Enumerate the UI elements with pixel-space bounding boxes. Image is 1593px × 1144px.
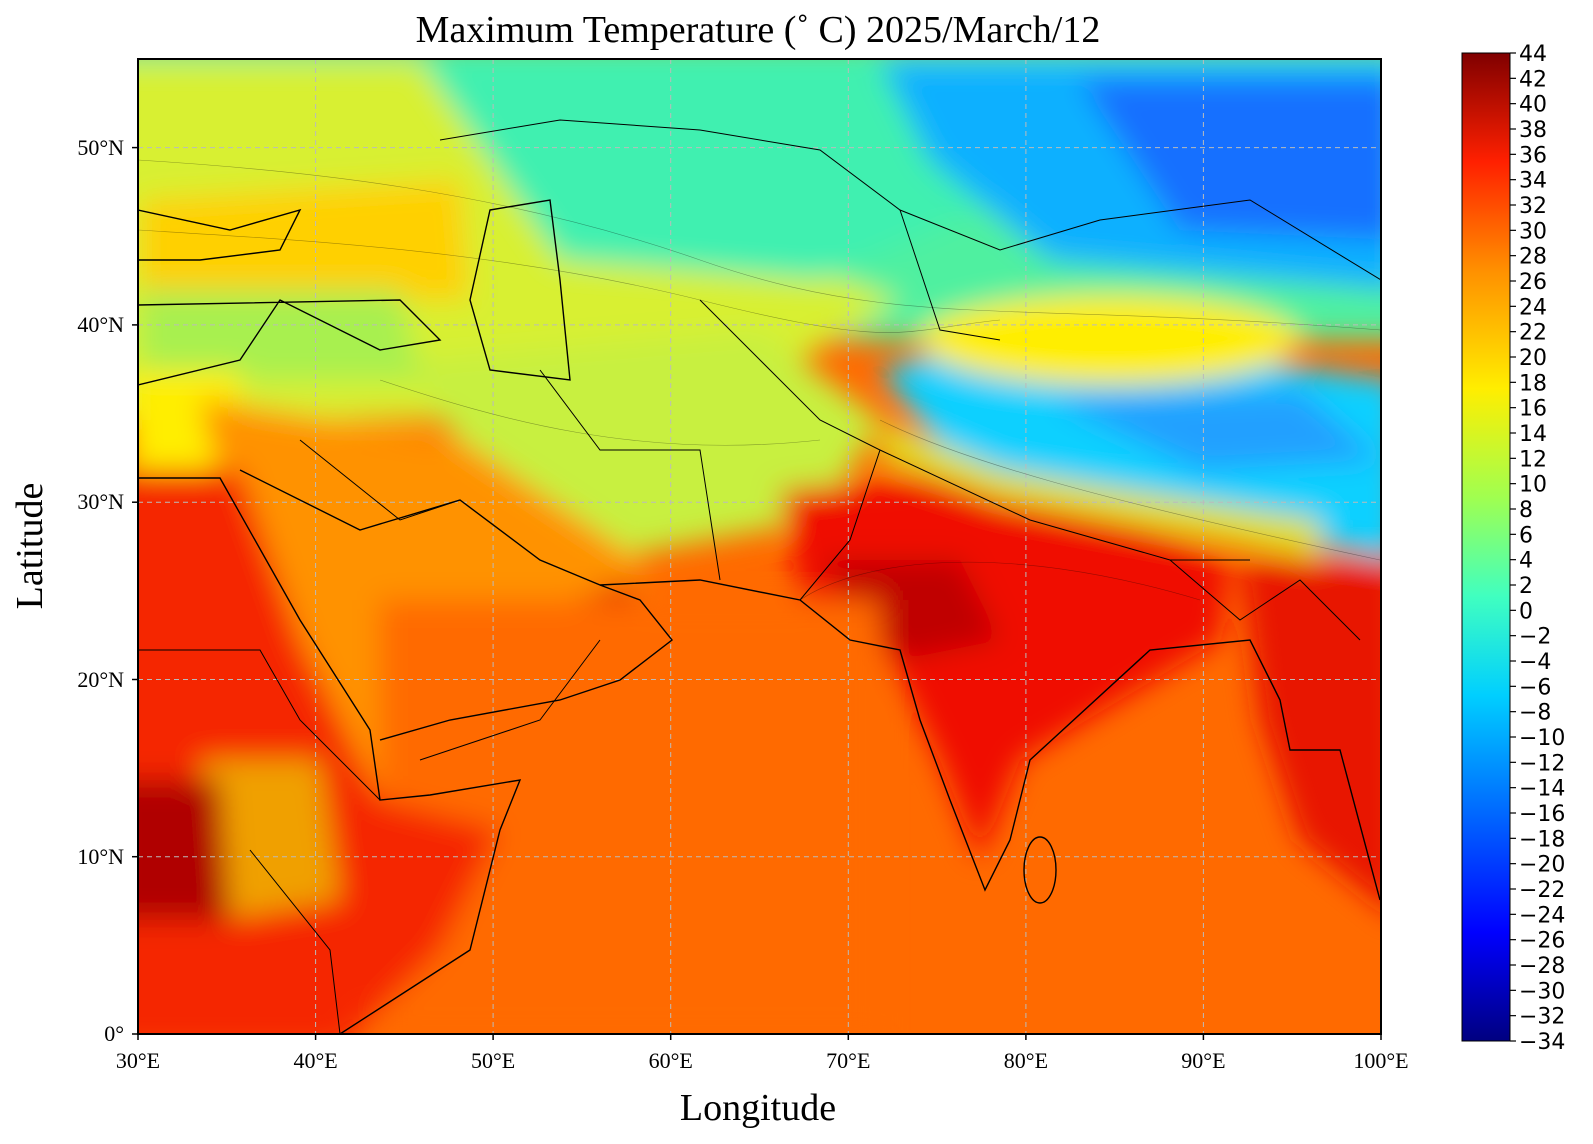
colorbar-tick-label: −30 xyxy=(1519,979,1565,1004)
colorbar-tick-label: 4 xyxy=(1519,549,1533,574)
band-india-core xyxy=(820,560,1000,660)
band-tibet-deep xyxy=(1050,390,1380,470)
colorbar-tick-label: −14 xyxy=(1519,777,1565,802)
colorbar-tick-label: 28 xyxy=(1519,245,1547,270)
map-area xyxy=(138,59,1381,1034)
colorbar-tick-label: 26 xyxy=(1519,270,1547,295)
x-tick-label: 50°E xyxy=(471,1048,515,1073)
x-tick-label: 70°E xyxy=(826,1048,870,1073)
colorbar-tick-label: 20 xyxy=(1519,346,1547,371)
band-deep-cold xyxy=(1080,80,1381,240)
y-tick-label: 50°N xyxy=(77,135,124,160)
colorbar-tick-label: 0 xyxy=(1519,599,1533,624)
y-axis-label: Latitude xyxy=(9,483,51,610)
band-green-kazakh xyxy=(420,60,1000,280)
colorbar-tick-label: 42 xyxy=(1519,67,1547,92)
colorbar-tick-label: 38 xyxy=(1519,118,1547,143)
colorbar-tick-label: −26 xyxy=(1519,929,1565,954)
colorbar-tick-label: −6 xyxy=(1519,675,1551,700)
band-sudan-hot xyxy=(138,780,230,920)
colorbar-tick-label: 44 xyxy=(1519,42,1547,67)
band-cold-tibet xyxy=(880,330,1381,557)
colorbar-tick-label: 18 xyxy=(1519,371,1547,396)
band-ethiopia xyxy=(200,760,340,920)
colorbar-tick-label: −8 xyxy=(1519,701,1551,726)
y-tick-label: 30°N xyxy=(77,489,124,514)
x-axis: 30°E 40°E 50°E 60°E 70°E 80°E 90°E 100°E… xyxy=(116,1034,1409,1129)
x-tick-label: 30°E xyxy=(116,1048,160,1073)
country-borders xyxy=(138,119,1381,1034)
colorbar-tick-label: −32 xyxy=(1519,1005,1565,1030)
colorbar-tick-label: −16 xyxy=(1519,802,1565,827)
colorbar-ticks: 4442403836343230282624222018161412108642… xyxy=(1510,42,1565,1055)
band-himalaya-foot xyxy=(880,420,1320,560)
y-tick-label: 0° xyxy=(104,1021,124,1046)
x-tick-label: 100°E xyxy=(1353,1048,1408,1073)
colorbar-tick-label: 12 xyxy=(1519,447,1547,472)
colorbar-tick-label: −22 xyxy=(1519,878,1565,903)
y-axis: 0° 10°N 20°N 30°N 40°N 50°N Latitude xyxy=(9,135,138,1046)
coastlines xyxy=(138,199,1381,1034)
colorbar-tick-label: −34 xyxy=(1519,1030,1565,1055)
colorbar-tick-label: −10 xyxy=(1519,726,1565,751)
y-tick-label: 40°N xyxy=(77,312,124,337)
gridlines xyxy=(138,59,1381,1034)
band-turkey xyxy=(140,290,420,380)
colorbar-tick-label: 6 xyxy=(1519,523,1533,548)
band-yellow-caucasus xyxy=(140,180,470,300)
x-tick-label: 40°E xyxy=(293,1048,337,1073)
x-tick-label: 80°E xyxy=(1004,1048,1048,1073)
map-frame xyxy=(137,58,1382,1035)
colorbar-tick-label: 10 xyxy=(1519,473,1547,498)
x-tick-label: 60°E xyxy=(649,1048,693,1073)
colorbar-tick-label: 40 xyxy=(1519,93,1547,118)
colorbar-tick-label: −12 xyxy=(1519,751,1565,776)
contour-lines xyxy=(138,159,1381,601)
colorbar-tick-label: 32 xyxy=(1519,194,1547,219)
colorbar-tick-label: 8 xyxy=(1519,498,1533,523)
colorbar-tick-label: −20 xyxy=(1519,853,1565,878)
band-seasia xyxy=(1240,560,1381,905)
x-tick-label: 90°E xyxy=(1181,1048,1225,1073)
colorbar-tick-label: 30 xyxy=(1519,219,1547,244)
y-tick-label: 20°N xyxy=(77,667,124,692)
colorbar-tick-label: −24 xyxy=(1519,903,1565,928)
colorbar-tick-label: 2 xyxy=(1519,574,1533,599)
colorbar-tick-label: −28 xyxy=(1519,954,1565,979)
colorbar: 4442403836343230282624222018161412108642… xyxy=(1461,42,1565,1055)
colorbar-tick-label: 36 xyxy=(1519,143,1547,168)
colorbar-tick-label: −2 xyxy=(1519,625,1551,650)
y-tick-label: 10°N xyxy=(77,844,124,869)
map-title: Maximum Temperature (˚ C) 2025/March/12 xyxy=(416,9,1101,51)
colorbar-gradient xyxy=(1461,52,1511,1042)
colorbar-tick-label: 16 xyxy=(1519,397,1547,422)
colorbar-tick-label: 14 xyxy=(1519,422,1547,447)
colorbar-tick-label: 22 xyxy=(1519,321,1547,346)
colorbar-tick-label: 24 xyxy=(1519,295,1547,320)
colorbar-tick-label: 34 xyxy=(1519,169,1547,194)
band-tarim xyxy=(920,295,1300,385)
colorbar-tick-label: −18 xyxy=(1519,827,1565,852)
colorbar-tick-label: −4 xyxy=(1519,650,1551,675)
x-axis-label: Longitude xyxy=(680,1087,836,1129)
